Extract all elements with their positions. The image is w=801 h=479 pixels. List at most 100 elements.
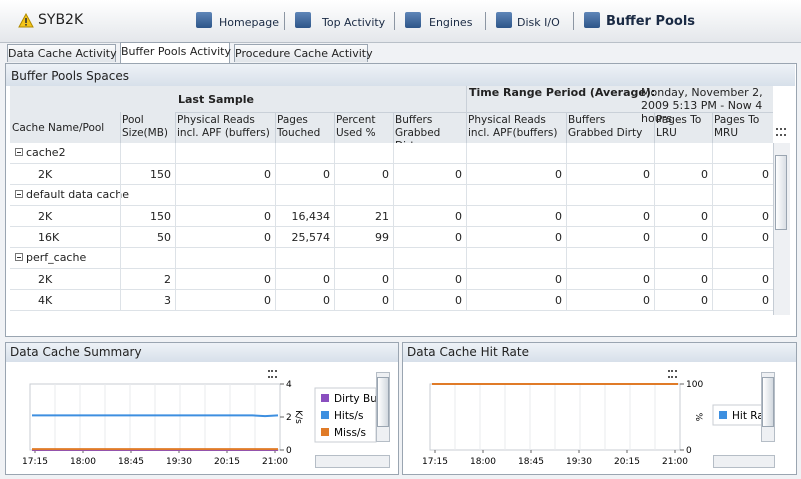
- table-cell: 0: [323, 294, 330, 307]
- table-group-divider: [175, 112, 773, 113]
- expand-toggle[interactable]: [15, 253, 23, 261]
- table-cell: 0: [264, 294, 271, 307]
- table-cell: 50: [157, 231, 171, 244]
- column-divider: [275, 112, 276, 143]
- column-divider: [120, 112, 121, 143]
- column-header[interactable]: Pages Touched: [277, 114, 321, 139]
- cell-divider: [654, 248, 655, 269]
- table-cell: 0: [643, 210, 650, 223]
- table-row: 2K 2 0 0 0 0 0 0 0 0: [10, 269, 773, 290]
- tab[interactable]: Data Cache Activity: [7, 44, 117, 62]
- column-group-subtitle: Monday, November 2, 2009 5:13 PM - Now 4…: [641, 86, 763, 125]
- cell-divider: [393, 206, 394, 227]
- nav-separator: [284, 12, 285, 30]
- nav-link[interactable]: Engines: [429, 16, 473, 29]
- cell-divider: [466, 227, 467, 248]
- tab[interactable]: Buffer Pools Activity: [120, 42, 231, 63]
- legend-hscrollbar[interactable]: [315, 455, 390, 468]
- table-cell: 2: [164, 273, 171, 286]
- expand-toggle[interactable]: [15, 148, 23, 156]
- table-cell: 0: [701, 273, 708, 286]
- cell-divider: [334, 290, 335, 311]
- column-divider: [566, 112, 567, 143]
- cell-divider: [275, 248, 276, 269]
- chart-menu[interactable]: [668, 370, 677, 378]
- column-divider: [175, 112, 176, 143]
- cell-divider: [566, 269, 567, 290]
- table-cell: 0: [264, 273, 271, 286]
- table-cell: 0: [264, 210, 271, 223]
- column-header[interactable]: Percent Used %: [336, 114, 376, 139]
- cell-divider: [175, 185, 176, 206]
- cell-divider: [466, 185, 467, 206]
- nav-icon: [584, 12, 600, 28]
- cell-divider: [120, 206, 121, 227]
- cell-divider: [275, 227, 276, 248]
- nav-icon: [496, 12, 512, 28]
- legend-scroll-thumb[interactable]: [377, 377, 389, 427]
- nav-icon: [405, 12, 421, 28]
- cell-divider: [175, 206, 176, 227]
- chart-menu[interactable]: [268, 370, 277, 378]
- nav-separator: [394, 12, 395, 30]
- column-header[interactable]: Buffers Grabbed Dirty: [568, 114, 643, 139]
- cell-divider: [275, 143, 276, 164]
- nav-icon: [295, 12, 311, 28]
- table-cell: 0: [701, 231, 708, 244]
- table-row: 2K 150 0 0 0 0 0 0 0 0: [10, 164, 773, 185]
- table-cell: 21: [375, 210, 389, 223]
- cell-divider: [466, 206, 467, 227]
- column-header[interactable]: Physical Reads incl. APF(buffers): [468, 114, 558, 139]
- table-cell: 0: [323, 168, 330, 181]
- cell-divider: [466, 290, 467, 311]
- table-cell: 0: [643, 294, 650, 307]
- chart-header: [403, 343, 796, 362]
- table-cell: 0: [382, 273, 389, 286]
- column-menu[interactable]: [776, 128, 786, 136]
- table-body: cache2 2K 150 0 0 0 0 0 0 0 0 default data cache 2K 1…: [10, 143, 773, 315]
- column-divider: [654, 112, 655, 143]
- table-cell: 0: [701, 294, 708, 307]
- group-name: perf_cache: [26, 251, 87, 264]
- nav-link[interactable]: Buffer Pools: [606, 14, 696, 29]
- column-header[interactable]: Pages To MRU: [714, 114, 760, 139]
- column-header[interactable]: Pool Size(MB): [122, 114, 169, 139]
- scroll-thumb[interactable]: [775, 155, 787, 230]
- table-cell: 0: [762, 231, 769, 244]
- cell-divider: [120, 227, 121, 248]
- cell-divider: [712, 206, 713, 227]
- table-cell: 0: [382, 168, 389, 181]
- table-cell: 0: [762, 273, 769, 286]
- nav-icon: [196, 12, 212, 28]
- cell-divider: [654, 227, 655, 248]
- column-header[interactable]: Cache Name/Pool: [12, 122, 105, 134]
- nav-link[interactable]: Top Activity: [322, 16, 386, 29]
- cell-divider: [334, 143, 335, 164]
- header: [0, 0, 801, 43]
- cell-divider: [175, 143, 176, 164]
- table-cell: 0: [264, 231, 271, 244]
- table-cell: 0: [643, 168, 650, 181]
- tab[interactable]: Procedure Cache Activity: [234, 44, 373, 62]
- nav-link[interactable]: Homepage: [219, 16, 279, 29]
- table-cell: 0: [701, 168, 708, 181]
- cell-divider: [466, 269, 467, 290]
- table-cell: 0: [382, 294, 389, 307]
- cell-divider: [712, 248, 713, 269]
- column-header[interactable]: Physical Reads incl. APF (buffers): [177, 114, 270, 139]
- cell-divider: [566, 227, 567, 248]
- cell-divider: [120, 164, 121, 185]
- chart-title: Data Cache Hit Rate: [407, 345, 529, 359]
- expand-toggle[interactable]: [15, 190, 23, 198]
- nav-separator: [485, 12, 486, 30]
- cell-divider: [275, 185, 276, 206]
- cell-divider: [175, 248, 176, 269]
- legend-scroll-thumb[interactable]: [762, 377, 774, 427]
- column-header[interactable]: Pages To LRU: [656, 114, 702, 139]
- table-cell: 0: [455, 231, 462, 244]
- cell-divider: [175, 269, 176, 290]
- legend-hscrollbar[interactable]: [713, 455, 775, 468]
- table-cell: 150: [150, 168, 171, 181]
- table-cell: 2K: [38, 168, 53, 181]
- nav-link[interactable]: Disk I/O: [517, 16, 560, 29]
